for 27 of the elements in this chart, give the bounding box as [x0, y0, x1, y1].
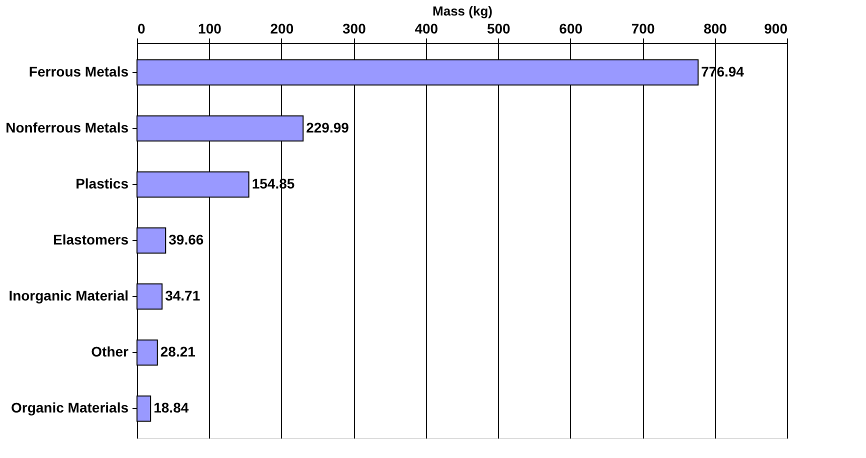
- x-tick-label: 600: [559, 20, 583, 36]
- y-tick-label: Inorganic Material: [8, 288, 128, 304]
- data-label: 229.99: [306, 119, 350, 136]
- x-tick-label: 200: [270, 20, 294, 36]
- data-label: 18.84: [154, 400, 189, 416]
- x-axis-title: Mass (kg): [432, 4, 492, 18]
- bar: [136, 283, 163, 310]
- x-tick-label: 800: [704, 20, 728, 36]
- y-tick-label: Organic Materials: [11, 400, 129, 416]
- data-label: 34.71: [165, 288, 200, 304]
- bar: [136, 227, 166, 254]
- data-label: 39.66: [168, 232, 204, 248]
- y-tick-label: Other: [91, 344, 130, 360]
- data-label: 28.21: [160, 344, 196, 360]
- x-tick-label: 100: [198, 20, 222, 36]
- x-tick-label: 300: [342, 20, 366, 36]
- bar: [136, 395, 152, 422]
- y-tick-label: Ferrous Metals: [28, 63, 129, 80]
- x-tick-label: 500: [486, 20, 511, 36]
- y-tick-label: Plastics: [76, 175, 129, 192]
- x-tick-label: 400: [414, 20, 438, 36]
- y-tick-label: Nonferrous Metals: [6, 119, 129, 136]
- y-tick-label: Elastomers: [53, 232, 129, 248]
- x-tick-label: 900: [764, 20, 788, 36]
- x-tick-label: 700: [631, 20, 655, 36]
- bar: [136, 339, 158, 366]
- x-tick-label: 0: [138, 20, 146, 36]
